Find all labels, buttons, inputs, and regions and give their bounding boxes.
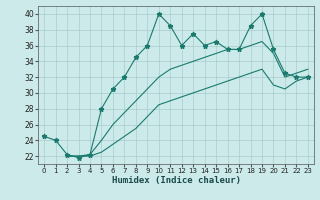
X-axis label: Humidex (Indice chaleur): Humidex (Indice chaleur) — [111, 176, 241, 185]
